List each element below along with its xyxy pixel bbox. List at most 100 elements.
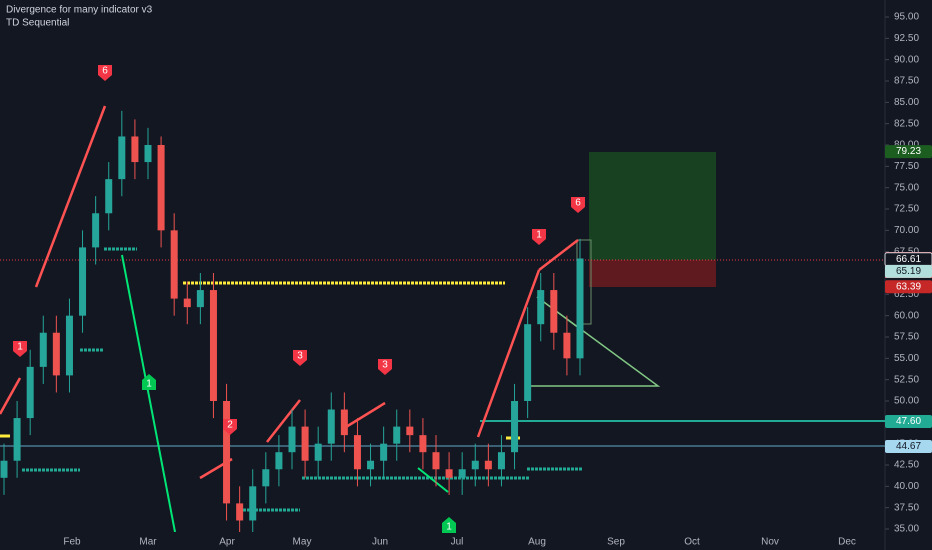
candle-body: [550, 290, 558, 333]
price-tag-label: 44.67: [896, 441, 921, 452]
x-tick-label: Aug: [528, 537, 546, 548]
x-tick-label: Feb: [63, 537, 81, 548]
candle-body: [13, 418, 21, 461]
candle-body: [52, 332, 60, 376]
candle-body: [471, 460, 479, 470]
candle-body: [511, 401, 519, 453]
candle-body: [249, 486, 257, 521]
candle-body: [406, 426, 414, 436]
candle-body: [497, 452, 505, 470]
td-marker-label: 3: [297, 351, 303, 362]
candle-body: [131, 136, 139, 163]
td-marker: [13, 341, 27, 357]
drawings: [0, 105, 885, 532]
y-tick-label: 37.50: [894, 502, 919, 513]
candle-body: [419, 435, 427, 453]
y-tick-label: 50.00: [894, 396, 919, 407]
y-tick-label: 87.50: [894, 76, 919, 87]
x-tick-label: Apr: [219, 537, 235, 548]
y-tick-label: 52.50: [894, 374, 919, 385]
candle-body: [39, 332, 47, 367]
x-tick-label: Jun: [372, 537, 388, 548]
y-tick-label: 60.00: [894, 310, 919, 321]
candle-body: [157, 145, 165, 231]
candle-body: [393, 426, 401, 444]
candle-body: [288, 426, 296, 453]
candle-body: [484, 460, 492, 470]
y-tick-label: 57.50: [894, 332, 919, 343]
td-marker-label: 1: [17, 342, 23, 353]
candle-body: [432, 452, 440, 470]
price-tag: [885, 280, 932, 294]
y-tick-label: 55.00: [894, 353, 919, 364]
y-tick-label: 90.00: [894, 54, 919, 65]
candle-body: [170, 230, 178, 299]
candle-body: [0, 460, 8, 478]
price-tag-label: 66.61: [896, 254, 921, 265]
candle-body: [92, 213, 100, 248]
y-tick-label: 62.50: [894, 289, 919, 300]
td-marker: [571, 197, 585, 213]
candles: [0, 110, 584, 532]
x-tick-label: Nov: [761, 537, 779, 548]
candle-body: [353, 435, 361, 470]
indicator-name: Divergence for many indicator v3: [6, 5, 153, 16]
td-marker: [98, 65, 112, 81]
td-marker-label: 3: [382, 360, 388, 371]
candle-body: [275, 452, 283, 470]
candle-body: [301, 426, 309, 461]
candle-body: [445, 469, 453, 478]
candle-body: [458, 469, 466, 478]
candle-body: [367, 460, 375, 470]
y-tick-label: 72.50: [894, 204, 919, 215]
y-tick-label: 77.50: [894, 161, 919, 172]
candle-body: [144, 145, 152, 163]
td-marker-label: 1: [146, 379, 152, 390]
x-tick-label: Sep: [607, 537, 625, 548]
y-tick-label: 95.00: [894, 12, 919, 23]
price-tag: [885, 264, 932, 278]
candle-body: [524, 324, 532, 401]
td-marker: [378, 359, 392, 375]
y-tick-label: 67.50: [894, 246, 919, 257]
candle-body: [26, 366, 34, 419]
td-marker-label: 6: [575, 198, 581, 209]
indicator-name: TD Sequential: [6, 18, 69, 29]
price-tag: [885, 414, 932, 428]
candle-body: [314, 443, 322, 461]
td-marker: [532, 229, 546, 245]
stop-zone: [589, 260, 716, 287]
price-tag-label: 79.23: [896, 146, 921, 157]
x-tick-label: Oct: [684, 537, 700, 548]
td-marker: [442, 517, 456, 533]
td-marker-label: 1: [536, 230, 542, 241]
candle-body: [105, 179, 113, 214]
divergence-lines: [121, 254, 449, 532]
candle-body: [563, 332, 571, 359]
candle-body: [196, 290, 204, 308]
candle-body: [327, 409, 335, 444]
y-tick-label: 75.00: [894, 182, 919, 193]
price-tag: [885, 145, 932, 159]
candle-body: [223, 401, 231, 504]
y-tick-label: 40.00: [894, 481, 919, 492]
candle-body: [118, 136, 126, 180]
td-marker: [293, 350, 307, 366]
candle-body: [79, 247, 87, 316]
y-tick-label: 85.00: [894, 97, 919, 108]
price-tag-label: 47.60: [896, 416, 921, 427]
candle-body: [65, 315, 73, 376]
td-marker-label: 1: [446, 522, 452, 533]
td-marker-label: 2: [227, 420, 233, 431]
overlay: 61233161179.2366.7006:37:3366.6165.1963.…: [13, 65, 932, 533]
price-tag-label: 63.39: [896, 281, 921, 292]
candle-body: [236, 503, 244, 521]
x-tick-label: Mar: [139, 537, 157, 548]
td-marker-label: 6: [102, 66, 108, 77]
td-marker: [223, 419, 237, 435]
y-tick-label: 82.50: [894, 118, 919, 129]
x-tick-label: Dec: [838, 537, 856, 548]
price-tag: [885, 439, 932, 453]
